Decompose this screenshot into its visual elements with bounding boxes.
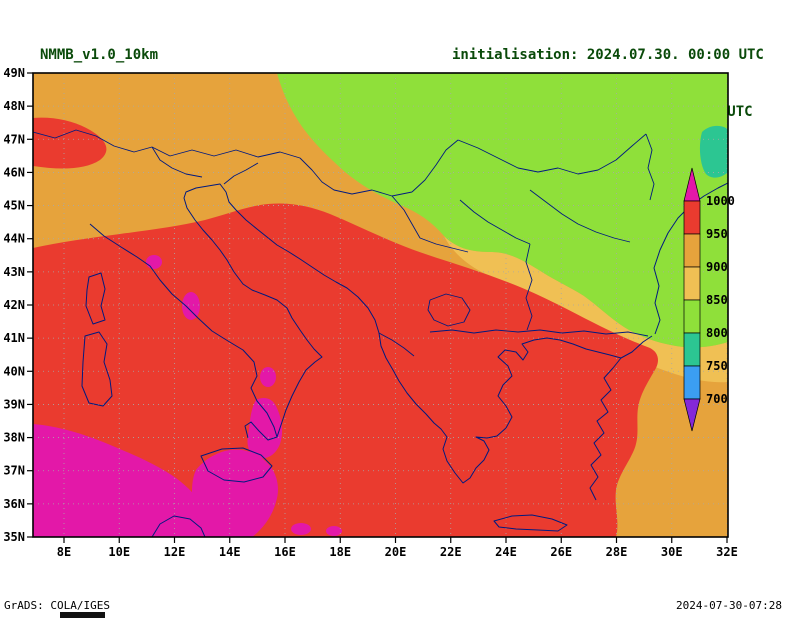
lat-tick-label: 42N — [3, 298, 25, 312]
region-light-orange-band — [444, 236, 728, 383]
lat-tick-label: 37N — [3, 464, 25, 478]
lon-tick-label: 24E — [495, 545, 517, 559]
lat-tick-label: 39N — [3, 397, 25, 411]
lat-tick-label: 48N — [3, 99, 25, 113]
lon-tick-label: 16E — [274, 545, 296, 559]
lon-tick-label: 30E — [661, 545, 683, 559]
lon-tick-label: 28E — [606, 545, 628, 559]
region-magenta-spot-tyrrhenian — [260, 367, 276, 387]
region-magenta-spot-south1 — [291, 523, 311, 535]
legend-band-orange — [683, 233, 701, 268]
legend-band-red — [683, 200, 701, 235]
lat-tick-label: 36N — [3, 497, 25, 511]
lat-tick-label: 44N — [3, 232, 25, 246]
legend-value-label: 1000 — [706, 194, 735, 208]
lat-tick-label: 45N — [3, 199, 25, 213]
legend-value-label: 950 — [706, 227, 728, 241]
lon-tick-label: 32E — [716, 545, 738, 559]
lat-tick-label: 38N — [3, 431, 25, 445]
creation-timestamp: 2024-07-30-07:28 — [676, 599, 782, 612]
lon-tick-label: 12E — [164, 545, 186, 559]
coastline-italy-balkans — [81, 182, 728, 537]
region-red-main — [33, 203, 658, 537]
lat-tick-label: 43N — [3, 265, 25, 279]
legend-band-blue — [683, 365, 701, 400]
bottom-edge-artifact — [60, 612, 105, 618]
legend-value-label: 700 — [706, 392, 728, 406]
lon-tick-label: 26E — [550, 545, 572, 559]
region-magenta-spot-tuscany — [146, 255, 162, 269]
lon-tick-label: 22E — [440, 545, 462, 559]
region-magenta-sicily — [192, 449, 278, 537]
lat-tick-label: 47N — [3, 132, 25, 146]
legend-value-label: 800 — [706, 326, 728, 340]
legend-cap-bottom — [683, 398, 701, 432]
lon-tick-label: 8E — [57, 545, 71, 559]
legend-band-teal — [683, 332, 701, 367]
region-magenta-calabria — [247, 398, 283, 459]
coastline-layer — [33, 129, 728, 537]
legend-value-label: 750 — [706, 359, 728, 373]
region-magenta-southwest — [33, 424, 214, 537]
country-borders — [33, 129, 655, 357]
region-teal-black-sea — [699, 125, 728, 178]
initialisation-label: initialisation: 2024.07.30. 00:00 UTC — [452, 47, 764, 63]
region-magenta-spot-south2 — [326, 526, 342, 536]
legend-value-label: 900 — [706, 260, 728, 274]
legend-band-green — [683, 299, 701, 334]
lat-tick-label: 46N — [3, 165, 25, 179]
lat-tick-label: 40N — [3, 364, 25, 378]
grads-credit: GrADS: COLA/IGES — [4, 599, 110, 612]
legend-band-light_orange — [683, 266, 701, 301]
lat-tick-label: 35N — [3, 530, 25, 544]
region-green-northeast — [277, 73, 728, 348]
region-red-northwest-blob — [33, 117, 107, 169]
lat-tick-label: 49N — [3, 66, 25, 80]
contour-fill-layer — [33, 73, 728, 537]
region-magenta-spot-rome — [182, 292, 200, 320]
legend-value-label: 850 — [706, 293, 728, 307]
lon-tick-label: 18E — [329, 545, 351, 559]
lon-tick-label: 20E — [385, 545, 407, 559]
lon-tick-label: 10E — [108, 545, 130, 559]
color-legend: 1000 950 900 850 800 750 700 — [683, 167, 735, 432]
lat-tick-label: 41N — [3, 331, 25, 345]
graticule-layer — [33, 73, 728, 537]
model-title: NMMB_v1.0_10km — [40, 47, 159, 63]
axis-layer: 49N 48N 47N 46N 45N 44N 43N 42N 41N 40N 39N 38N 37N 3… — [3, 66, 738, 559]
lon-tick-label: 14E — [219, 545, 241, 559]
